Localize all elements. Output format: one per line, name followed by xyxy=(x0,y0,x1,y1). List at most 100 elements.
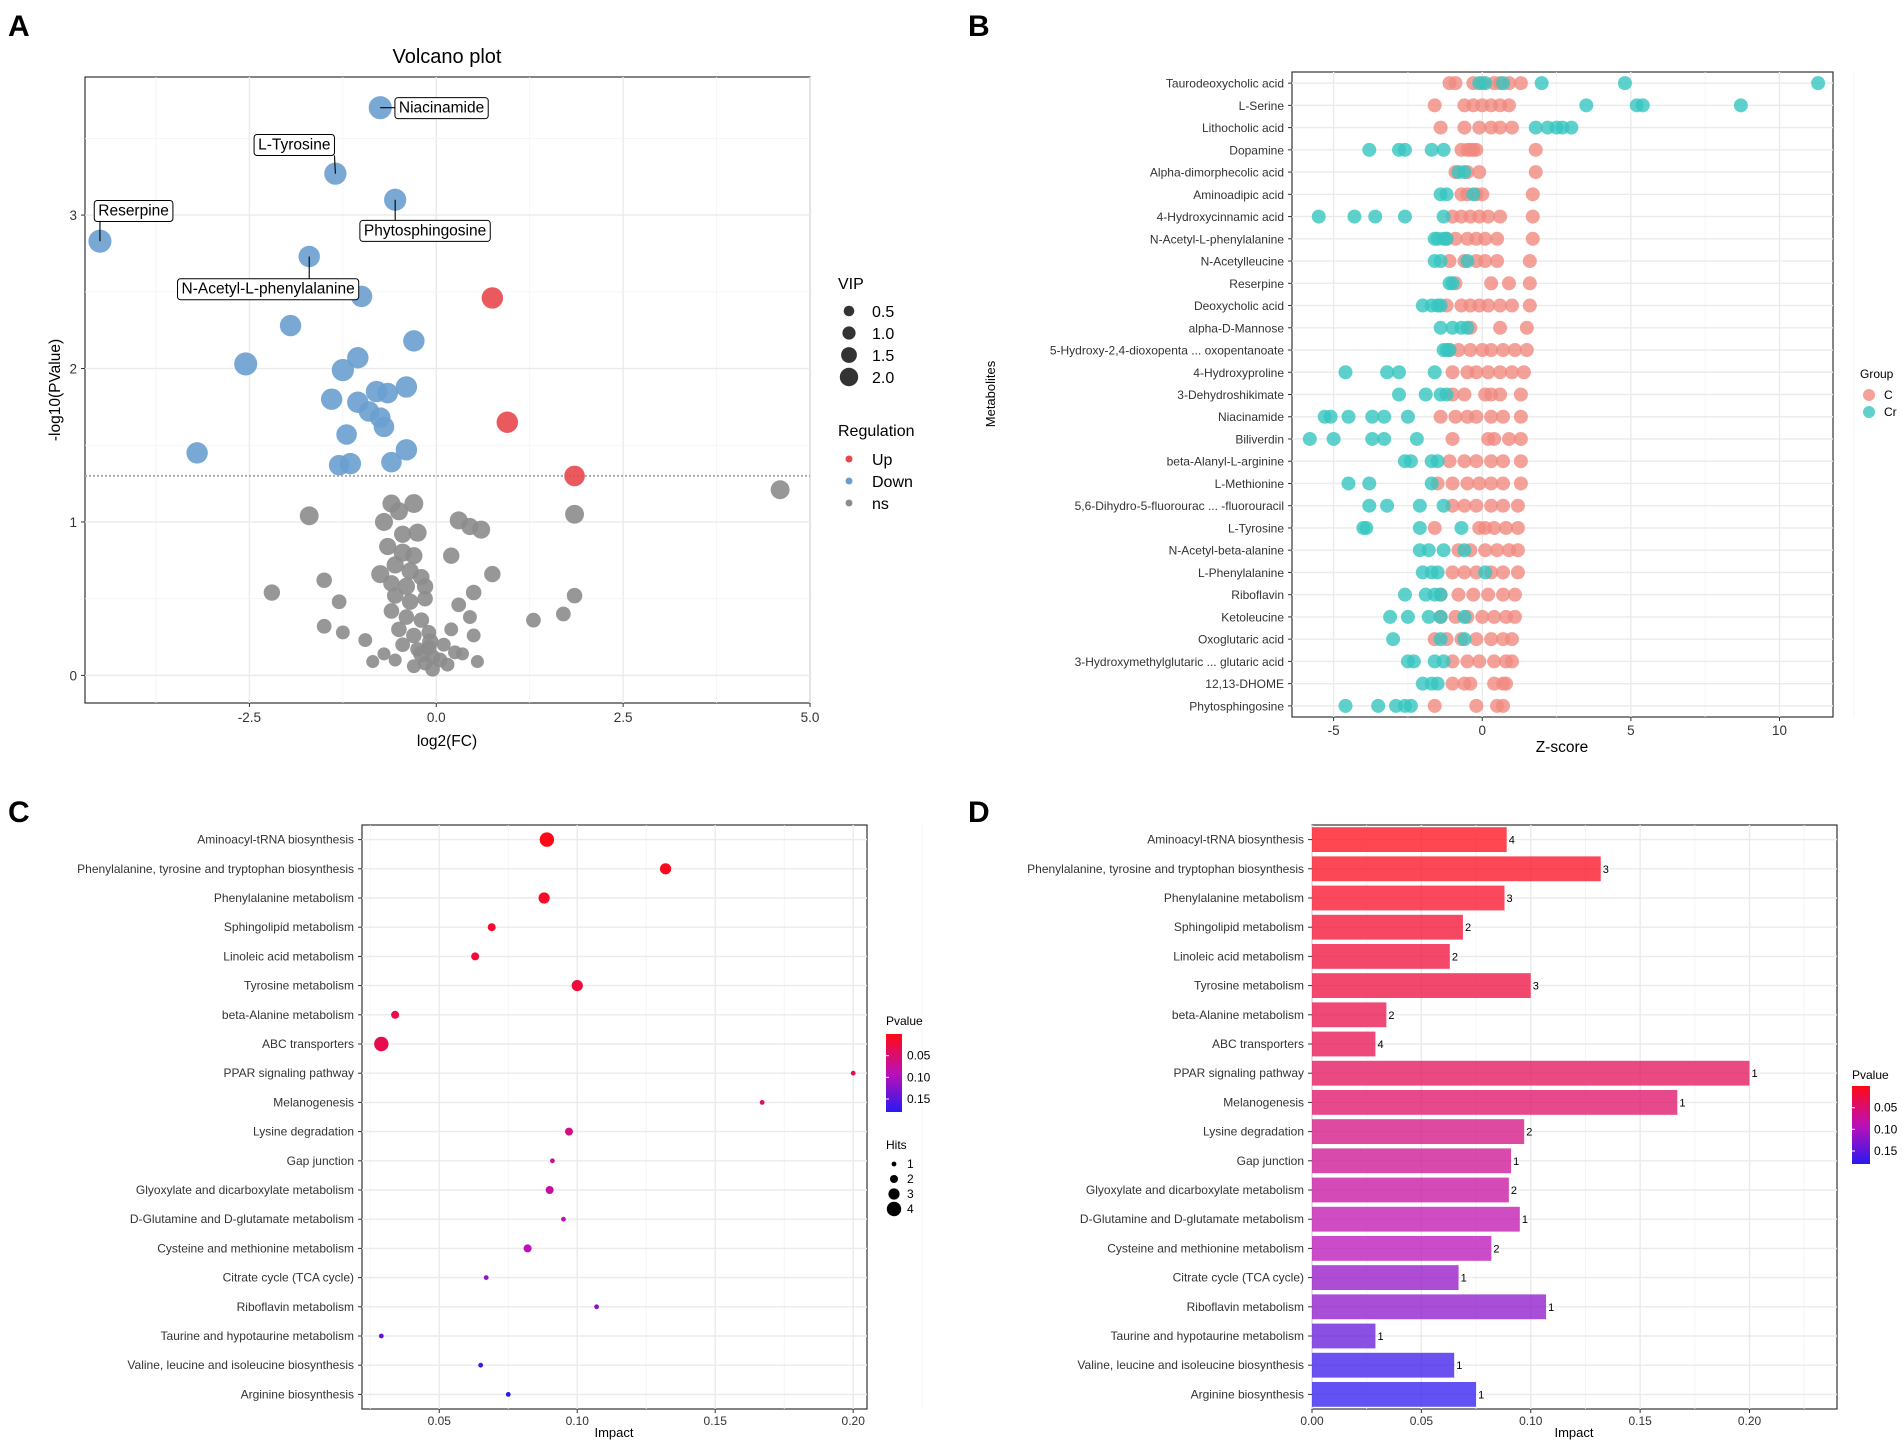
volcano-point-up xyxy=(496,411,519,433)
bar-pathway-label: D-Glutamine and D-glutamate metabolism xyxy=(1080,1212,1304,1226)
pathway-bar-hits-label: 4 xyxy=(1509,835,1515,847)
vip-legend-swatch xyxy=(839,367,859,387)
pathway-label: Phenylalanine, tyrosine and tryptophan b… xyxy=(77,862,354,876)
pathway-bar-hits-label: 1 xyxy=(1752,1068,1758,1080)
pathway-bubble xyxy=(487,923,496,932)
zscore-point-c xyxy=(1457,498,1472,513)
pathway-bubble xyxy=(850,1070,856,1076)
volcano-label-box xyxy=(394,97,489,120)
bar-x-axis-title: Impact xyxy=(1554,1425,1593,1440)
volcano-point-ns xyxy=(391,621,407,638)
zscore-point-c xyxy=(1463,343,1478,358)
pathway-bar-hits-label: 3 xyxy=(1507,893,1513,905)
volcano-point-ns xyxy=(394,525,412,543)
volcano-point-ns xyxy=(484,565,501,583)
volcano-point-ns xyxy=(401,593,419,610)
bar-pathway-label: Sphingolipid metabolism xyxy=(1174,920,1304,934)
volcano-point-ns xyxy=(386,587,404,604)
panel-label-b: B xyxy=(968,10,990,43)
zscore-point-cr xyxy=(1377,409,1392,424)
zscore-point-c xyxy=(1525,231,1540,246)
pathway-bar-hits-label: 1 xyxy=(1679,1097,1685,1109)
pathway-bubble xyxy=(505,1392,511,1397)
pathway-label: Linoleic acid metabolism xyxy=(223,949,354,963)
volcano-x-tick-label: 2.5 xyxy=(614,710,633,725)
zscore-point-c xyxy=(1457,120,1472,135)
zscore-point-c xyxy=(1513,431,1528,446)
volcano-point-ns xyxy=(263,584,281,601)
zscore-point-c xyxy=(1445,365,1460,380)
pathway-bar-hits-label: 3 xyxy=(1533,981,1539,993)
zscore-point-cr xyxy=(1433,587,1448,602)
volcano-point-ns xyxy=(465,584,482,601)
metabolite-label: N-Acetyl-beta-alanine xyxy=(1169,544,1285,558)
zscore-point-c xyxy=(1522,254,1537,269)
bar-pvalue-tick-label: 0.15 xyxy=(1874,1144,1898,1158)
zscore-point-c xyxy=(1487,520,1502,535)
zscore-point-c xyxy=(1469,142,1484,157)
metabolite-label: 4-Hydroxyproline xyxy=(1193,366,1284,380)
volcano-point-ns xyxy=(331,594,347,610)
zscore-point-cr xyxy=(1392,387,1407,402)
zscore-point-c xyxy=(1484,476,1499,491)
zscore-point-cr xyxy=(1359,520,1374,535)
pathway-bar-hits-label: 1 xyxy=(1522,1214,1528,1226)
zscore-point-c xyxy=(1460,654,1475,669)
zscore-point-c xyxy=(1507,609,1522,624)
volcano-point-up xyxy=(481,287,504,309)
metabolite-label: 5-Hydroxy-2,4-dioxopenta ... oxopentanoa… xyxy=(1050,344,1284,358)
metabolite-label: Biliverdin xyxy=(1235,432,1284,446)
zscore-point-cr xyxy=(1436,498,1451,513)
bar-pathway-label: Tyrosine metabolism xyxy=(1194,979,1304,993)
zscore-point-c xyxy=(1513,476,1528,491)
zscore-point-cr xyxy=(1457,632,1472,647)
zscore-point-cr xyxy=(1400,409,1415,424)
zscore-point-c xyxy=(1487,609,1502,624)
zscore-point-c xyxy=(1510,498,1525,513)
zscore-point-c xyxy=(1448,76,1463,91)
panel-d-pathway-bar-chart: 4 3 3 2 2 3 2 4 1 1 2 1 2 1 2 1 1 1 1 1 Aminoacyl-tRNA bios… xyxy=(1027,824,1898,1440)
zscore-point-cr xyxy=(1341,409,1356,424)
bubble-x-tick-label: 0.20 xyxy=(842,1414,866,1428)
volcano-point-ns xyxy=(443,547,460,564)
volcano-y-tick-label: 1 xyxy=(69,515,77,530)
zscore-point-cr xyxy=(1436,543,1451,558)
pathway-bubble xyxy=(571,980,583,992)
pathway-bar-hits-label: 1 xyxy=(1461,1273,1467,1285)
group-legend-label: C xyxy=(1884,388,1893,402)
zscore-point-c xyxy=(1493,298,1508,313)
hits-legend-label: 3 xyxy=(907,1187,914,1201)
zscore-point-c xyxy=(1445,565,1460,580)
zscore-point-c xyxy=(1481,209,1496,224)
zscore-point-c xyxy=(1493,209,1508,224)
volcano-point-ns xyxy=(526,612,541,628)
zscore-point-cr xyxy=(1427,365,1442,380)
pathway-bar xyxy=(1312,1177,1509,1203)
volcano-point-ns xyxy=(389,502,408,521)
metabolite-label: 12,13-DHOME xyxy=(1205,677,1284,691)
bar-pathway-label: Cysteine and methionine metabolism xyxy=(1107,1241,1304,1255)
zscore-point-cr xyxy=(1478,565,1493,580)
metabolite-label: Ketoleucine xyxy=(1221,610,1284,624)
zscore-point-cr xyxy=(1397,209,1412,224)
zscore-x-tick-label: -5 xyxy=(1328,723,1340,738)
zscore-point-c xyxy=(1510,565,1525,580)
zscore-point-cr xyxy=(1397,587,1412,602)
zscore-point-c xyxy=(1484,409,1499,424)
zscore-point-c xyxy=(1484,498,1499,513)
bar-pathway-label: Citrate cycle (TCA cycle) xyxy=(1173,1271,1304,1285)
regulation-legend-swatch xyxy=(845,455,853,463)
volcano-y-tick-label: 3 xyxy=(69,208,77,223)
zscore-point-cr xyxy=(1457,609,1472,624)
pathway-bubble xyxy=(374,1036,389,1052)
volcano-point-ns xyxy=(404,494,424,513)
regulation-legend-swatch xyxy=(845,477,853,485)
pathway-bar xyxy=(1312,1148,1512,1174)
zscore-point-c xyxy=(1487,431,1502,446)
bar-x-tick-label: 0.05 xyxy=(1410,1414,1434,1428)
volcano-point-down xyxy=(331,358,355,382)
zscore-point-c xyxy=(1469,409,1484,424)
bubble-pvalue-tick-label: 0.05 xyxy=(907,1049,931,1063)
volcano-point-ns xyxy=(379,537,397,556)
pathway-bar xyxy=(1312,1031,1376,1057)
